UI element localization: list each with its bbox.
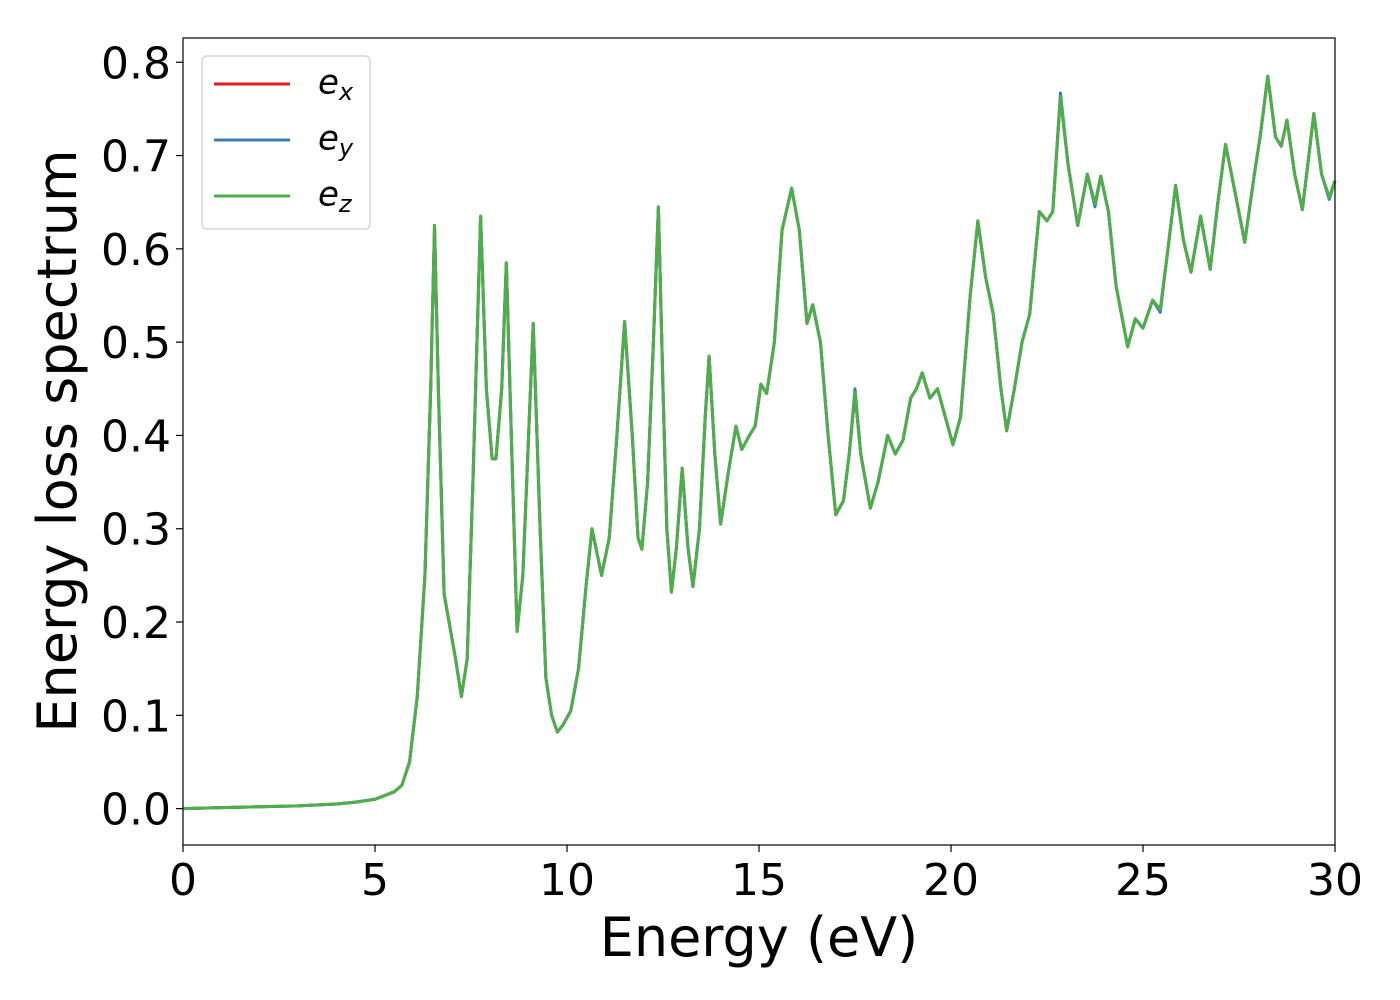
y-tick-label: 0.0 <box>101 785 171 836</box>
x-tick-label: 25 <box>1115 855 1171 906</box>
y-tick-label: 0.5 <box>101 318 171 369</box>
y-tick-label: 0.7 <box>101 132 171 183</box>
y-tick-label: 0.1 <box>101 691 171 742</box>
x-tick-label: 30 <box>1307 855 1363 906</box>
y-tick-label: 0.8 <box>101 38 171 89</box>
y-tick-label: 0.2 <box>101 598 171 649</box>
x-axis-label: Energy (eV) <box>600 906 919 969</box>
plot-area <box>182 74 1337 811</box>
legend-box <box>201 55 371 230</box>
series-line <box>182 74 1337 811</box>
y-tick-label: 0.3 <box>101 505 171 556</box>
x-tick-label: 10 <box>539 855 595 906</box>
x-tick-label: 20 <box>923 855 979 906</box>
y-axis-label: Energy loss spectrum <box>26 149 89 732</box>
legend-label: ey <box>318 119 354 163</box>
x-tick-label: 15 <box>731 855 787 906</box>
y-tick-label: 0.4 <box>101 411 171 462</box>
x-tick-label: 5 <box>361 855 389 906</box>
x-tick-label: 0 <box>169 855 197 906</box>
y-tick-label: 0.6 <box>101 225 171 276</box>
